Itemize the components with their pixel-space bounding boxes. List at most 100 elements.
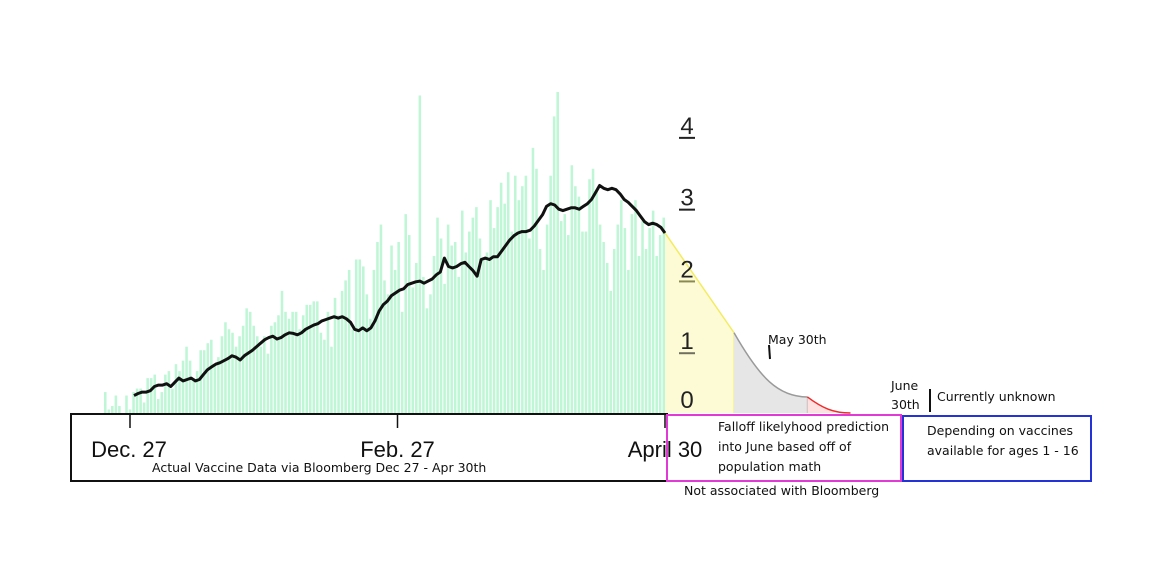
dose-bar (202, 350, 206, 413)
dose-bar (598, 224, 602, 413)
may-30th-label: May 30th (768, 332, 827, 347)
dose-bar (362, 266, 365, 413)
dose-bar (111, 406, 114, 413)
dose-bar (206, 343, 210, 413)
y-tick-label: 4 (680, 113, 693, 140)
dose-bar (376, 242, 379, 413)
dose-bar (330, 346, 333, 413)
dose-bar (217, 357, 220, 413)
dose-bar (545, 224, 549, 413)
dose-bar (450, 245, 453, 413)
dose-bar (167, 371, 171, 413)
dose-bar (132, 392, 135, 413)
dose-bar (496, 207, 499, 413)
dose-bar (231, 332, 234, 413)
dose-bar (436, 217, 439, 413)
dose-bar (326, 311, 330, 413)
dose-bar (648, 228, 651, 413)
falloff-box (666, 414, 902, 482)
dose-bar (146, 378, 149, 413)
dose-bar (503, 203, 506, 413)
dose-bar (407, 235, 411, 413)
dose-bar (319, 332, 323, 413)
dose-bar (482, 259, 485, 413)
dose-bar (284, 311, 287, 413)
dose-bar (581, 231, 584, 413)
projection-line-segment (806, 396, 851, 414)
dose-bar (588, 179, 591, 413)
dose-bar (245, 308, 248, 413)
dose-bar (199, 350, 202, 413)
y-tick-label: 1 (680, 328, 693, 355)
dose-bar (453, 242, 457, 413)
dose-bar (104, 392, 107, 413)
dose-bar (531, 147, 535, 413)
dose-bar (358, 259, 362, 413)
dose-bar (630, 214, 634, 413)
dose-bar (475, 207, 478, 413)
currently-unknown-label: Currently unknown (937, 389, 1056, 404)
dose-bar (651, 210, 655, 413)
dose-bar (171, 388, 174, 413)
dose-bar (195, 371, 199, 413)
dose-bar (337, 315, 340, 413)
dose-bar (577, 196, 581, 413)
may-marker (768, 344, 771, 360)
dose-bar (644, 249, 648, 413)
dose-bar (383, 280, 386, 413)
dose-bar (291, 311, 294, 413)
dose-bar (114, 395, 118, 413)
dose-bar (309, 304, 312, 413)
dose-bar (294, 311, 298, 413)
dose-bar (128, 409, 132, 413)
dose-bar (432, 255, 436, 413)
dose-bar (351, 329, 354, 413)
dose-bar (549, 175, 552, 413)
projection-area-segment (807, 396, 851, 413)
dose-bar (595, 189, 598, 413)
dose-bar (538, 249, 542, 413)
dose-bar (552, 116, 556, 414)
y-tick-underlines (679, 136, 695, 355)
dose-bar (574, 186, 577, 413)
x-tick-label: Dec. 27 (91, 437, 167, 462)
x-tick-label: April 30 (628, 437, 703, 462)
y-tick-label: 2 (680, 256, 693, 283)
dose-bar (584, 231, 588, 413)
dose-bar (241, 325, 245, 413)
dose-bar (556, 92, 559, 413)
dose-bar (524, 175, 528, 413)
projection-area-segment (734, 332, 808, 413)
dose-bar (612, 249, 616, 413)
dose-bar (457, 276, 460, 413)
dose-bar (393, 269, 397, 413)
june-label-line1: June (890, 378, 919, 393)
dose-bar (252, 325, 255, 413)
dose-bar (312, 301, 316, 413)
projection-area (664, 232, 851, 414)
dose-bar (542, 269, 545, 413)
dose-bar (411, 287, 415, 413)
dose-bar (510, 231, 514, 413)
dose-bar (404, 214, 407, 413)
unknown-caption-line1: Depending on vaccines (927, 423, 1073, 438)
dose-bar (178, 371, 181, 413)
dose-bar (528, 238, 531, 413)
dose-bar (372, 269, 376, 413)
dose-bar (224, 322, 227, 413)
dose-bar (301, 315, 305, 413)
dose-bar (591, 168, 595, 413)
dose-bar (567, 235, 570, 413)
dose-bar (192, 378, 195, 413)
daily-dose-bars (104, 92, 666, 414)
dose-bar (559, 221, 563, 413)
dose-bar (234, 346, 238, 413)
dose-bar (464, 252, 468, 413)
projection-area-segment (665, 232, 735, 413)
dose-bar (634, 200, 637, 413)
dose-bar (658, 235, 662, 413)
falloff-caption-line3: population math (718, 459, 821, 474)
dose-bar (238, 336, 241, 413)
dose-bar (298, 329, 301, 413)
dose-bar (323, 339, 326, 413)
